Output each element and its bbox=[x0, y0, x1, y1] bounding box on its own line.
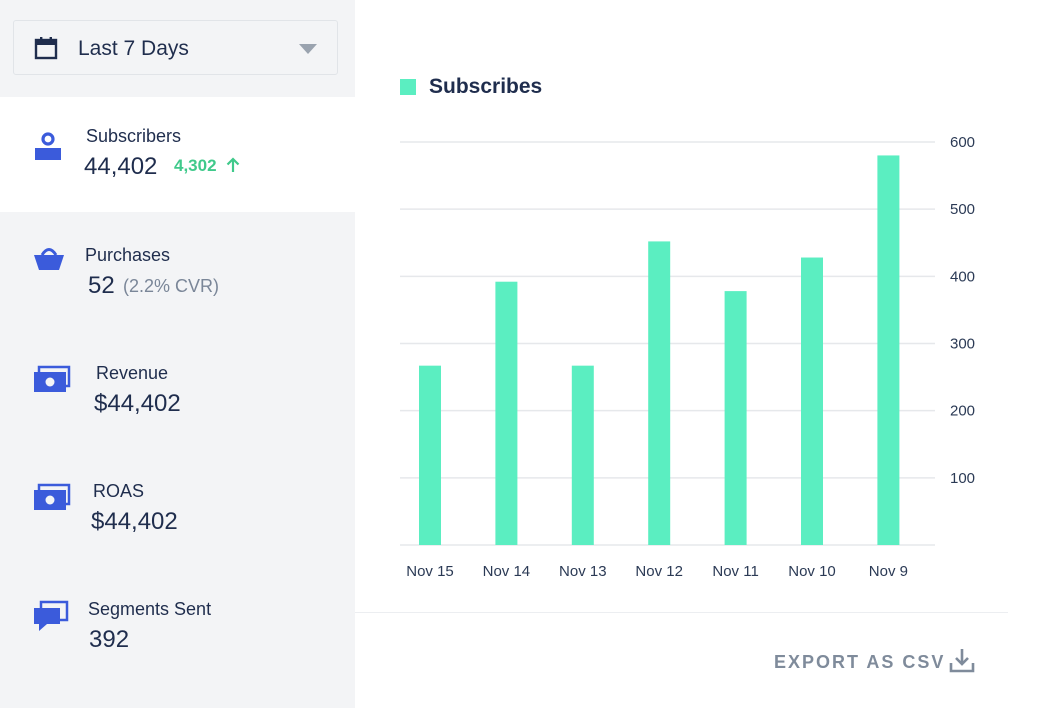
y-tick-label: 200 bbox=[950, 403, 975, 420]
cash-icon bbox=[34, 365, 71, 392]
x-tick-label: Nov 10 bbox=[788, 563, 836, 580]
metrics-sidebar: Last 7 Days Subscribers 44,402 4,302 Pur… bbox=[0, 0, 355, 708]
y-tick-label: 500 bbox=[950, 201, 975, 218]
bar[interactable] bbox=[724, 291, 747, 545]
metric-value: 52 bbox=[88, 272, 115, 299]
footer-divider bbox=[355, 612, 1008, 613]
legend-swatch bbox=[400, 79, 416, 95]
subscribes-bar-chart: 100 200 300 400 500 600 Nov 15 Nov 14 Nov 13 Nov … bbox=[400, 134, 975, 580]
x-tick-label: Nov 13 bbox=[559, 563, 607, 580]
date-range-select[interactable]: Last 7 Days bbox=[13, 20, 338, 75]
y-tick-label: 400 bbox=[950, 268, 975, 285]
date-range-label: Last 7 Days bbox=[78, 37, 189, 60]
x-tick-label: Nov 11 bbox=[712, 563, 758, 580]
x-tick-label: Nov 12 bbox=[635, 563, 683, 580]
download-icon bbox=[949, 649, 975, 673]
metric-value: 44,402 bbox=[84, 153, 158, 180]
y-tick-label: 100 bbox=[950, 470, 975, 487]
metric-label: Purchases bbox=[85, 245, 171, 265]
bar[interactable] bbox=[877, 155, 900, 545]
legend-label: Subscribes bbox=[429, 75, 543, 98]
bar[interactable] bbox=[571, 365, 594, 545]
caret-down-icon bbox=[299, 44, 317, 54]
chat-icon bbox=[34, 600, 69, 631]
cash-icon bbox=[34, 483, 71, 510]
x-tick-label: Nov 14 bbox=[483, 563, 531, 580]
metric-value: $44,402 bbox=[94, 390, 181, 417]
bar[interactable] bbox=[495, 281, 518, 545]
basket-icon bbox=[34, 248, 64, 270]
metric-value: 392 bbox=[89, 626, 130, 653]
bar[interactable] bbox=[801, 257, 823, 545]
metric-value: $44,402 bbox=[91, 508, 178, 535]
metric-subscribers[interactable]: Subscribers 44,402 4,302 bbox=[0, 97, 355, 212]
export-csv-button[interactable]: EXPORT AS CSV bbox=[760, 642, 990, 682]
bar[interactable] bbox=[419, 365, 441, 545]
metric-label: Revenue bbox=[96, 363, 169, 383]
user-icon bbox=[35, 132, 61, 160]
metric-roas[interactable]: ROAS $44,402 bbox=[0, 451, 355, 566]
metric-sub: (2.2% CVR) bbox=[123, 276, 220, 296]
y-tick-label: 600 bbox=[950, 134, 975, 151]
metric-segments-sent[interactable]: Segments Sent 392 bbox=[0, 569, 355, 684]
calendar-icon bbox=[34, 37, 58, 60]
export-csv-label: EXPORT AS CSV bbox=[774, 652, 946, 672]
bar[interactable] bbox=[648, 241, 671, 545]
x-tick-label: Nov 9 bbox=[869, 563, 908, 580]
metric-label: ROAS bbox=[93, 481, 145, 501]
arrow-up-icon bbox=[226, 157, 240, 172]
metric-label: Segments Sent bbox=[88, 599, 212, 619]
metric-purchases[interactable]: Purchases 52 (2.2% CVR) bbox=[0, 215, 355, 330]
metric-delta: 4,302 bbox=[174, 156, 217, 175]
y-tick-label: 300 bbox=[950, 336, 975, 353]
metric-label: Subscribers bbox=[86, 126, 182, 146]
metric-revenue[interactable]: Revenue $44,402 bbox=[0, 333, 355, 448]
x-tick-label: Nov 15 bbox=[406, 563, 454, 580]
